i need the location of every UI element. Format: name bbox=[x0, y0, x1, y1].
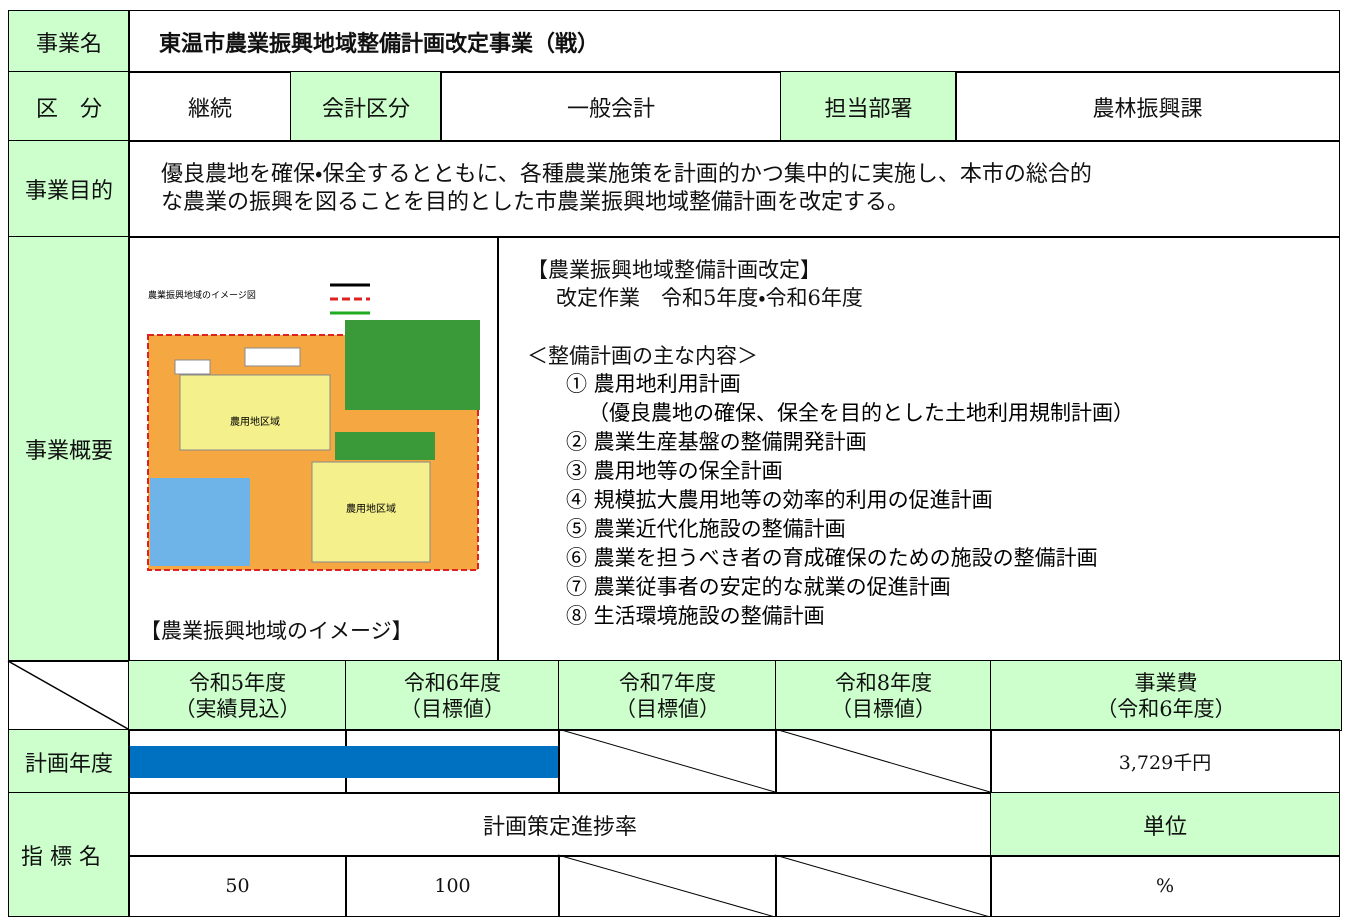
contents-title: ＜整備計画の主な内容＞ bbox=[527, 344, 758, 368]
column-header: 令和6年度 （目標値） bbox=[345, 660, 560, 731]
header-line: （令和6年度） bbox=[1096, 696, 1236, 721]
value-cell bbox=[558, 855, 777, 917]
indicator-name: 計画策定進捗率 bbox=[128, 792, 992, 857]
area-label: 農用地区域 bbox=[230, 415, 280, 428]
contents-item: ③ 農用地等の保全計画 bbox=[566, 459, 783, 483]
field bbox=[179, 374, 331, 451]
building bbox=[244, 347, 301, 367]
header-line: （目標値） bbox=[615, 696, 720, 721]
column-header: 令和5年度 （実績見込） bbox=[128, 660, 347, 731]
contents-item: ⑧ 生活環境施設の整備計画 bbox=[566, 604, 825, 628]
business-name: 東温市農業振興地域整備計画改定事業（戦） bbox=[128, 10, 1340, 73]
header-line: （実績見込） bbox=[174, 696, 301, 721]
contents-item: ① 農用地利用計画 bbox=[566, 372, 741, 396]
value: 50 bbox=[128, 855, 347, 917]
header-line: 令和7年度 bbox=[618, 670, 717, 695]
value-cell bbox=[775, 855, 992, 917]
image-title: 農業振興地域のイメージ図 bbox=[148, 289, 256, 301]
header-line: 令和5年度 bbox=[188, 670, 287, 695]
purpose: 優良農地を確保・保全するとともに、各種農業施策を計画的かつ集中的に実施し、本市の… bbox=[128, 140, 1340, 238]
purpose-line: 優良農地を確保・保全するとともに、各種農業施策を計画的かつ集中的に実施し、本市の… bbox=[161, 162, 1092, 187]
label: 事業名 bbox=[8, 10, 130, 73]
forest bbox=[345, 320, 480, 410]
corner bbox=[8, 660, 130, 731]
contents-item: ⑦ 農業従事者の安定的な就業の促進計画 bbox=[566, 575, 951, 599]
department: 農林振興課 bbox=[955, 71, 1340, 142]
label: 単位 bbox=[990, 792, 1340, 857]
building bbox=[174, 359, 211, 375]
contents-item: ④ 規模拡大農用地等の効率的利用の促進計画 bbox=[566, 488, 993, 512]
value: 100 bbox=[345, 855, 560, 917]
label: 計画年度 bbox=[8, 729, 130, 794]
contents-item: ⑥ 農業を担うべき者の育成確保のための施設の整備計画 bbox=[566, 546, 1098, 570]
plan-bar bbox=[130, 746, 558, 778]
contents-list: ① 農用地利用計画 （優良農地の確保、保全を目的とした土地利用規制計画） ② 農業生… bbox=[566, 370, 1134, 631]
label: 区 分 bbox=[8, 71, 130, 142]
forest bbox=[335, 432, 435, 460]
label: 指 標 名 bbox=[8, 792, 130, 917]
label: 事業概要 bbox=[8, 236, 130, 662]
unit: % bbox=[990, 855, 1340, 917]
plan-cell bbox=[775, 729, 992, 794]
overview-schedule: 改定作業 令和5年度・令和6年度 bbox=[556, 286, 863, 310]
urban bbox=[150, 478, 250, 566]
header-line: （目標値） bbox=[831, 696, 936, 721]
image-caption: 【農業振興地域のイメージ】 bbox=[140, 619, 413, 643]
label: 会計区分 bbox=[290, 71, 442, 142]
contents-note: （優良農地の確保、保全を目的とした土地利用規制計画） bbox=[588, 401, 1134, 425]
cost: 3,729千円 bbox=[990, 729, 1340, 794]
plan-cell bbox=[558, 729, 777, 794]
header-line: 令和8年度 bbox=[834, 670, 933, 695]
field bbox=[311, 461, 431, 563]
contents-item: ② 農業生産基盤の整備開発計画 bbox=[566, 430, 867, 454]
header-line: 令和6年度 bbox=[403, 670, 502, 695]
area-label: 農用地区域 bbox=[346, 502, 396, 515]
overview-heading: 【農業振興地域整備計画改定】 bbox=[527, 258, 821, 282]
contents-item: ⑤ 農業近代化施設の整備計画 bbox=[566, 517, 846, 541]
header-line: 事業費 bbox=[1134, 670, 1198, 695]
purpose-line: な農業の振興を図ることを目的とした市農業振興地域整備計画を改定する。 bbox=[161, 190, 910, 215]
header-line: （目標値） bbox=[400, 696, 505, 721]
label: 担当部署 bbox=[780, 71, 957, 142]
diagonal bbox=[7, 660, 129, 730]
column-header: 令和8年度 （目標値） bbox=[775, 660, 992, 731]
column-header: 事業費 （令和6年度） bbox=[990, 660, 1342, 731]
column-header: 令和7年度 （目標値） bbox=[558, 660, 777, 731]
accounting: 一般会計 bbox=[440, 71, 782, 142]
